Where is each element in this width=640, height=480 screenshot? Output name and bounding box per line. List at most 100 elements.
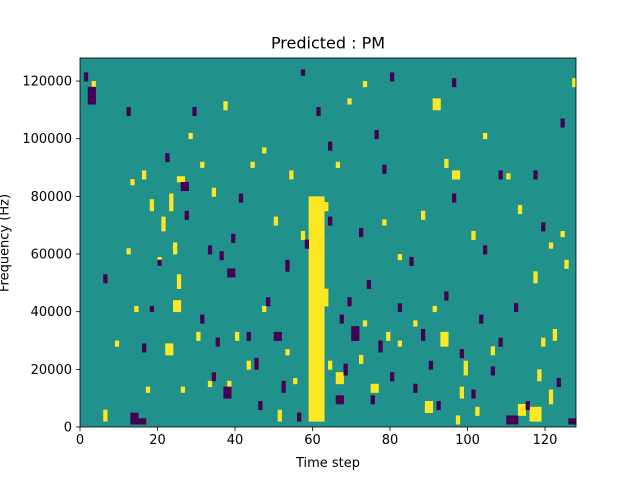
heatmap-cell-low	[126, 107, 131, 117]
heatmap-cell-high	[223, 101, 228, 111]
heatmap-cell-high	[165, 343, 174, 356]
heatmap-cell-low	[525, 401, 530, 411]
chart-title: Predicted : PM	[271, 34, 385, 53]
heatmap-cell-high	[126, 248, 131, 255]
heatmap-cell-high	[362, 320, 368, 327]
heatmap-cell-high	[471, 230, 476, 241]
heatmap-cell-low	[211, 372, 217, 382]
heatmap-cell-high	[432, 305, 437, 313]
heatmap-cell-low	[335, 395, 344, 405]
heatmap-cell-low	[149, 305, 155, 313]
heatmap-cell-high	[103, 409, 108, 422]
heatmap-cell-high	[196, 331, 201, 341]
heatmap-cell-low	[397, 303, 403, 313]
heatmap-cell-low	[452, 78, 457, 88]
y-axis: 0 20000 40000 60000 80000 100000 120000	[22, 75, 80, 436]
heatmap-cell-high	[359, 354, 364, 364]
heatmap-cell-low	[533, 170, 538, 180]
heatmap-cell-high	[397, 254, 403, 261]
heatmap-cell-high	[262, 305, 267, 313]
heatmap-cell-high	[161, 216, 166, 232]
heatmap-cell-low	[347, 297, 352, 307]
y-tick-label: 80000	[31, 190, 72, 205]
heatmap-cell-high	[397, 340, 403, 347]
heatmap-cell-low	[273, 331, 282, 341]
heatmap-cell-high	[517, 403, 527, 416]
heatmap-cell-low	[498, 337, 503, 347]
heatmap-cell-high	[459, 386, 465, 399]
heatmap-cell-high	[370, 383, 379, 393]
heatmap-cell-high	[432, 98, 441, 111]
heatmap-cell-high	[572, 78, 577, 88]
heatmap-cell-high	[541, 337, 546, 347]
heatmap-cell-high	[188, 132, 193, 140]
heatmap-cell-low	[421, 328, 426, 341]
heatmap-cell-high	[176, 274, 182, 290]
heatmap-cell-low	[409, 256, 414, 266]
heatmap-cell-high	[517, 205, 523, 215]
heatmap-cell-high	[173, 300, 182, 313]
heatmap-cell-low	[103, 274, 108, 284]
heatmap-cell-low	[138, 418, 147, 425]
heatmap-cell-high	[180, 386, 186, 393]
heatmap-cell-high	[114, 340, 120, 347]
heatmap-cell-high	[564, 259, 569, 269]
heatmap-cell-low	[541, 222, 546, 232]
heatmap-cell-low	[479, 314, 484, 324]
heatmap-cell-high	[440, 331, 449, 347]
heatmap-cell-low	[328, 141, 333, 151]
heatmap-cell-high	[300, 230, 306, 241]
heatmap-cell-low	[459, 349, 465, 359]
heatmap-background	[80, 58, 576, 427]
x-tick-label: 20	[149, 433, 166, 448]
heatmap-cell-low	[258, 401, 263, 411]
heatmap-cell-low	[560, 118, 565, 128]
heatmap-cell-high	[548, 242, 554, 249]
heatmap-cell-low	[142, 343, 147, 353]
x-tick-label: 100	[455, 433, 480, 448]
x-axis: 0 20 40 60 80 100 120	[76, 427, 557, 448]
heatmap-cell-low	[514, 303, 519, 313]
heatmap-cell-low	[483, 245, 488, 255]
heatmap-cell-high	[463, 360, 468, 376]
heatmap-cell-high	[285, 349, 290, 356]
heatmap-cell-low	[452, 193, 457, 203]
heatmap-cell-low	[254, 357, 259, 370]
heatmap-cell-high	[250, 161, 255, 168]
heatmap-cell-high	[421, 210, 426, 220]
heatmap-cell-high	[246, 360, 251, 370]
heatmap-cell-low	[281, 380, 286, 393]
heatmap-cell-low	[297, 412, 302, 422]
heatmap-cell-low	[436, 401, 441, 411]
heatmap-cell-high	[529, 406, 542, 422]
heatmap-cell-high	[548, 389, 554, 405]
heatmap-cell-low	[378, 340, 383, 353]
y-tick-label: 100000	[22, 132, 72, 147]
heatmap-cell-low	[223, 386, 232, 399]
heatmap-cell-high	[382, 219, 387, 226]
heatmap-cell-high	[506, 173, 511, 180]
heatmap-cell-low	[238, 193, 244, 203]
heatmap-cell-high	[455, 415, 461, 425]
heatmap-cell-high	[537, 369, 542, 382]
heatmap-cell-low	[556, 377, 561, 388]
heatmap-cell-low	[366, 279, 372, 290]
y-axis-label: Frequency (Hz)	[0, 194, 13, 292]
heatmap-cell-high	[324, 202, 329, 212]
heatmap-cell-high	[560, 230, 565, 238]
heatmap-cell-low	[343, 363, 348, 376]
heatmap-cell-low	[266, 297, 271, 307]
heatmap-cell-high	[316, 219, 321, 255]
heatmap-cell-low	[382, 164, 387, 174]
y-tick-label: 20000	[31, 363, 72, 378]
heatmap-cell-low	[506, 415, 519, 425]
heatmap-cell-high	[289, 170, 294, 180]
x-axis-label: Time step	[295, 456, 360, 471]
heatmap-cell-high	[424, 401, 434, 413]
heatmap-cell-high	[173, 242, 178, 255]
heatmap-cell-low	[444, 291, 449, 301]
heatmap-cell-low	[490, 366, 496, 376]
heatmap-cell-high	[176, 176, 186, 183]
heatmap-cell-high	[347, 98, 352, 105]
heatmap-cell-high	[145, 386, 151, 393]
